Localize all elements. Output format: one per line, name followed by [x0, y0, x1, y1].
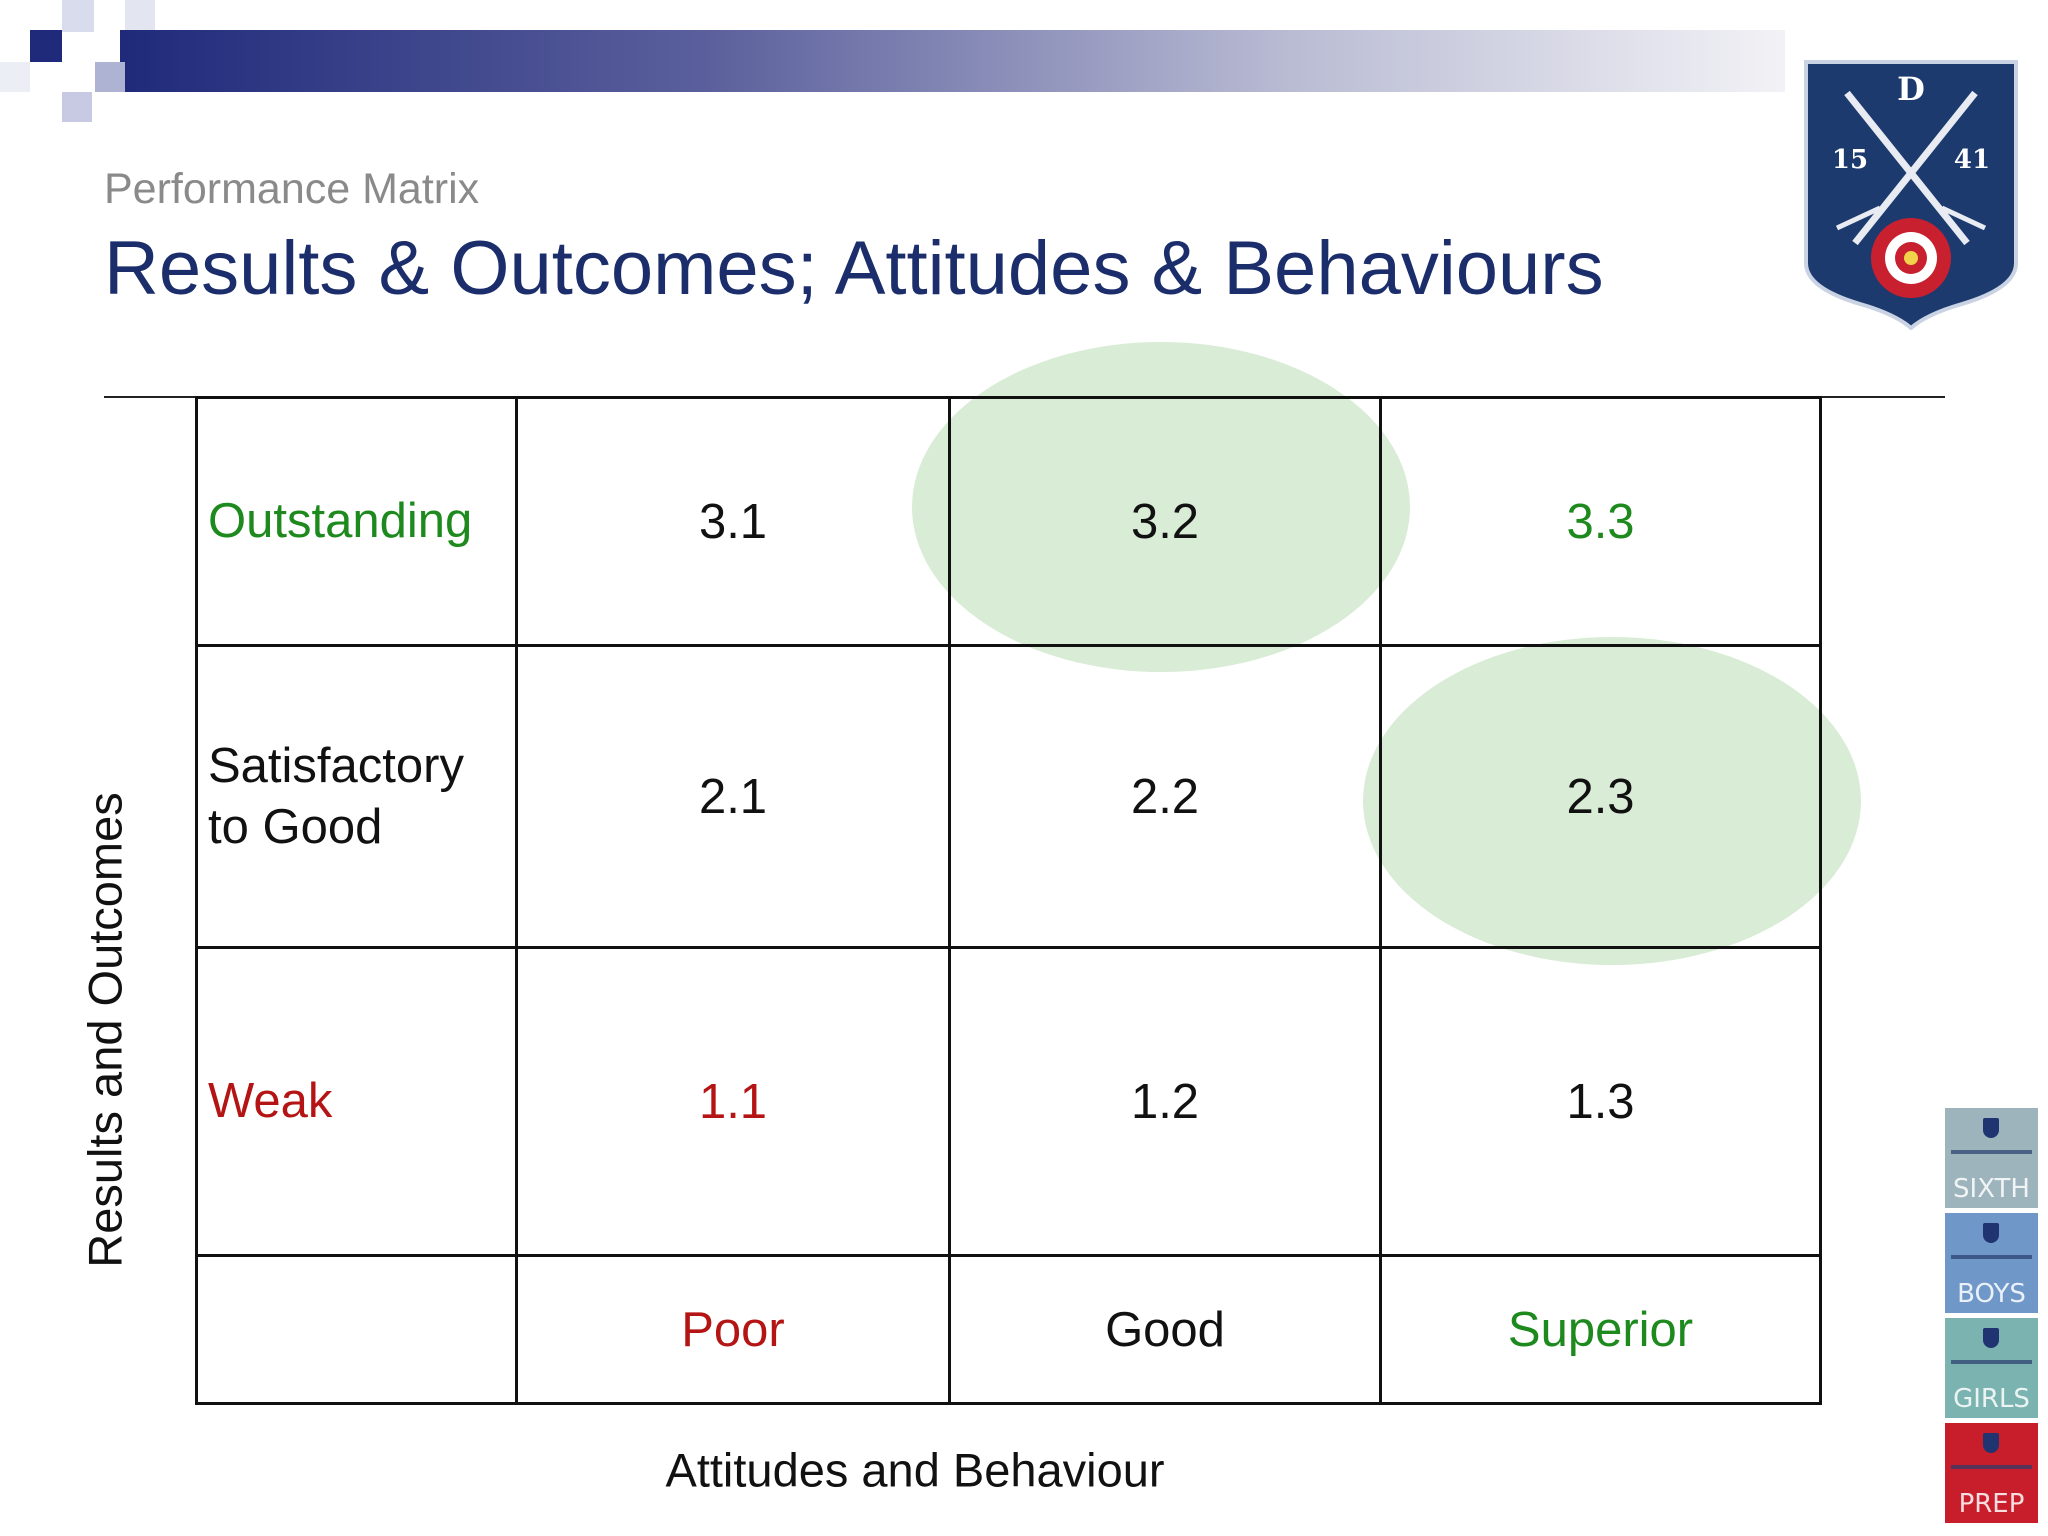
tile-sixth[interactable]: SIXTH	[1945, 1108, 2038, 1208]
x-axis-label: Attitudes and Behaviour	[665, 1443, 1165, 1497]
corner-cell	[195, 1254, 518, 1405]
y-axis-label: Results and Outcomes	[78, 792, 132, 1268]
slide-title: Results & Outcomes; Attitudes & Behaviou…	[104, 226, 1604, 311]
slide-subtitle: Performance Matrix	[104, 165, 480, 213]
divider-left	[104, 396, 199, 398]
tile-label-girls: GIRLS	[1953, 1384, 2030, 1414]
performance-matrix-table: Outstanding 3.1 3.2 3.3 Satisfactory to …	[195, 396, 1822, 1405]
school-division-tiles: SIXTH BOYS GIRLS PREP	[1945, 1108, 2038, 1528]
cell-1-2: 1.2	[948, 946, 1382, 1257]
cell-1-3: 1.3	[1379, 946, 1822, 1257]
header-square-mid	[95, 62, 125, 92]
crest-right-year: 41	[1954, 145, 1990, 175]
rose-icon	[1871, 218, 1951, 298]
cell-2-1: 2.1	[515, 644, 951, 949]
matrix-row-column-labels: Poor Good Superior	[195, 1254, 1822, 1405]
column-label-poor: Poor	[515, 1254, 951, 1405]
mini-crest-icon	[1983, 1433, 1999, 1453]
tile-label-sixth: SIXTH	[1953, 1174, 2030, 1204]
row-label-outstanding: Outstanding	[195, 396, 518, 647]
tile-girls[interactable]: GIRLS	[1945, 1318, 2038, 1418]
header-square-pale	[0, 62, 30, 92]
tile-band	[1951, 1255, 2032, 1259]
header-gradient-bar	[120, 30, 1785, 92]
header-square-dark	[30, 30, 62, 62]
tile-band	[1951, 1360, 2032, 1364]
school-crest-logo: D 15 41	[1804, 60, 2018, 330]
mini-crest-icon	[1983, 1118, 1999, 1138]
mini-crest-icon	[1983, 1328, 1999, 1348]
header-square-light	[62, 0, 94, 32]
tile-prep[interactable]: PREP	[1945, 1423, 2038, 1523]
column-label-good: Good	[948, 1254, 1382, 1405]
tile-band	[1951, 1465, 2032, 1469]
tile-label-prep: PREP	[1958, 1489, 2025, 1519]
header-square-faint	[125, 0, 155, 30]
tile-label-boys: BOYS	[1957, 1279, 2026, 1309]
column-label-superior: Superior	[1379, 1254, 1822, 1405]
matrix-row-weak: Weak 1.1 1.2 1.3	[195, 946, 1822, 1257]
row-label-satisfactory: Satisfactory to Good	[195, 644, 518, 949]
tile-boys[interactable]: BOYS	[1945, 1213, 2038, 1313]
matrix-row-satisfactory: Satisfactory to Good 2.1 2.2 2.3	[195, 644, 1822, 949]
cell-3-1: 3.1	[515, 396, 951, 647]
divider-right	[1815, 396, 1945, 398]
crest-left-year: 15	[1832, 145, 1868, 175]
crest-letter: D	[1897, 70, 1925, 108]
cell-2-3: 2.3	[1379, 644, 1822, 949]
cell-2-2: 2.2	[948, 644, 1382, 949]
cell-1-1: 1.1	[515, 946, 951, 1257]
cell-3-2: 3.2	[948, 396, 1382, 647]
cell-3-3: 3.3	[1379, 396, 1822, 647]
mini-crest-icon	[1983, 1223, 1999, 1243]
header-square-soft	[62, 92, 92, 122]
row-label-weak: Weak	[195, 946, 518, 1257]
tile-band	[1951, 1150, 2032, 1154]
matrix-row-outstanding: Outstanding 3.1 3.2 3.3	[195, 396, 1822, 647]
